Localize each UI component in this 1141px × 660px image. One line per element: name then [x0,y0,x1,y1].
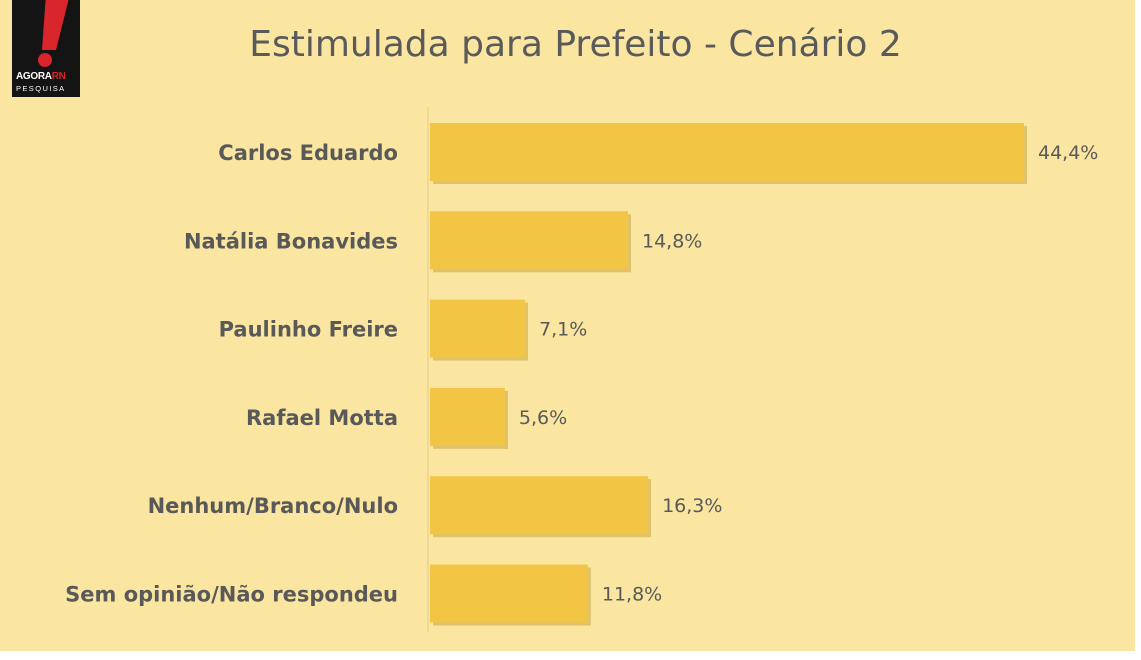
data-label: 5,6% [519,407,567,429]
chart-title: Estimulada para Prefeito - Cenário 2 [249,24,902,65]
category-label: Carlos Eduardo [218,141,398,165]
exclamation-icon [38,0,69,67]
logo-subtitle: PESQUISA [16,84,66,93]
logo-brand: AGORARN [16,71,66,82]
data-label: 44,4% [1038,142,1098,164]
bar [430,211,628,270]
bar [430,299,525,358]
bar [430,387,505,446]
category-label: Rafael Motta [246,406,398,430]
category-label: Natália Bonavides [184,229,398,253]
bar [430,564,588,623]
bar [430,476,649,535]
category-label: Sem opinião/Não respondeu [65,583,398,607]
data-label: 16,3% [662,495,722,517]
agora-pesquisa-logo: AGORARN PESQUISA [12,0,80,97]
bar [430,123,1024,181]
bars-layer: Carlos Eduardo 44,4% Natália Bonavides 14,8… [65,123,1098,626]
category-label: Nenhum/Branco/Nulo [148,494,398,518]
data-label: 7,1% [539,319,587,341]
category-label: Paulinho Freire [219,318,398,342]
data-label: 11,8% [602,584,662,606]
data-label: 14,8% [642,230,702,252]
